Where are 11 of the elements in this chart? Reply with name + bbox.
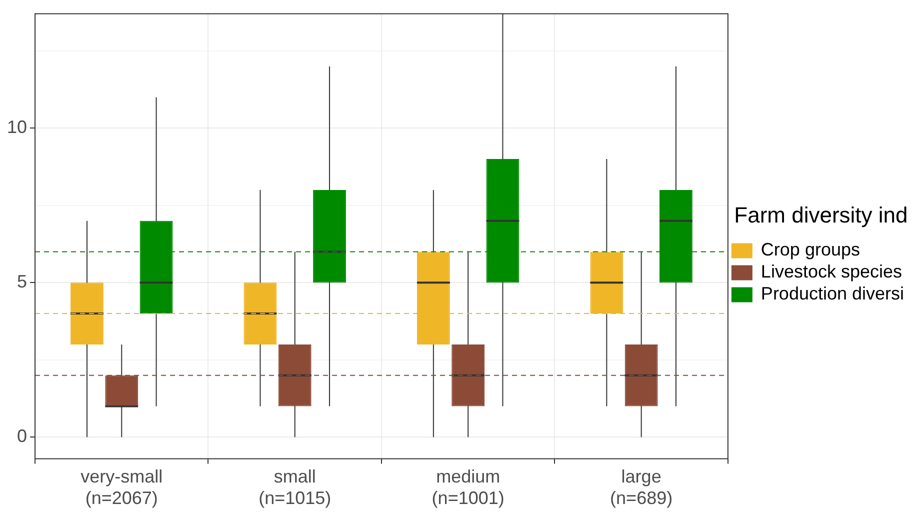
x-tick-label: very-small (n=2067) bbox=[80, 466, 163, 508]
x-tick-label: small (n=1015) bbox=[258, 466, 332, 508]
y-tick-label: 5 bbox=[17, 272, 28, 292]
legend-title: Farm diversity ind bbox=[734, 202, 908, 228]
y-tick-label: 10 bbox=[6, 117, 28, 138]
x-tick-label: medium (n=1001) bbox=[432, 466, 504, 508]
x-tick-label: large (n=689) bbox=[610, 466, 673, 508]
legend-label: Livestock species bbox=[760, 262, 902, 282]
legend-label: Production diversi bbox=[760, 284, 904, 304]
y-tick-label: 0 bbox=[17, 426, 28, 446]
legend-label: Crop groups bbox=[760, 240, 860, 260]
